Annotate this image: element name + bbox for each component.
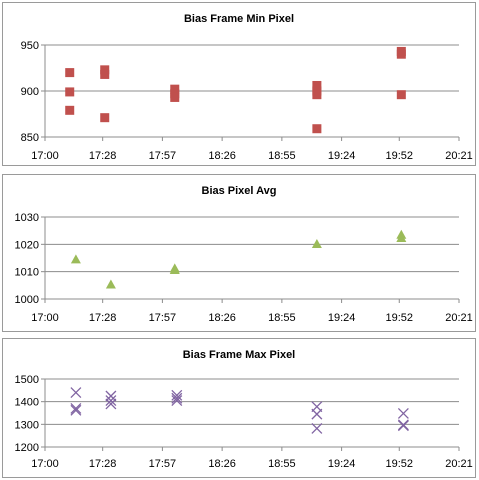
data-point [311,408,323,420]
x-tick-label: 18:55 [268,150,296,162]
x-tick-label: 18:26 [208,150,236,162]
data-point [171,395,183,406]
x-tick-label: 19:52 [386,312,414,324]
x-tick-label: 17:00 [31,312,59,324]
x-tick-label: 17:28 [89,458,117,470]
data-point [70,387,82,399]
y-tick-label: 1020 [15,239,39,251]
data-point [105,279,116,289]
x-tick-label: 17:57 [149,312,177,324]
chart-pixel-avg: Bias Pixel Avg 1000 1010 1020 1030 17:00 17:28… [15,185,473,324]
data-point [105,395,117,406]
x-tick-label: 17:00 [31,458,59,470]
data-point [311,239,322,249]
data-point [70,403,82,414]
y-tick-label: 900 [21,86,39,98]
x-tick-label: 19:24 [328,458,356,470]
data-point [100,65,110,75]
data-point [312,90,322,100]
x-tick-label: 18:55 [268,312,296,324]
x-tick-label: 17:28 [89,150,117,162]
data-point [396,49,406,59]
data-point [312,124,322,134]
data-point [100,113,110,123]
x-tick-label: 20:21 [445,458,473,470]
chart-panel-min-pixel: Bias Frame Min Pixel 850 900 950 17:00 17:28 1… [2,2,476,166]
data-point [396,233,407,243]
data-point [65,87,75,97]
y-tick-label: 1000 [15,294,39,306]
x-tick-label: 17:57 [149,458,177,470]
x-tick-label: 19:24 [328,150,356,162]
x-tick-label: 18:26 [208,458,236,470]
y-tick-label: 850 [21,132,39,144]
chart-min-pixel: Bias Frame Min Pixel 850 900 950 17:00 17:28 1… [21,13,473,162]
chart-title: Bias Pixel Avg [202,185,277,197]
data-point [396,90,406,100]
data-point [100,69,110,79]
chart-title: Bias Frame Max Pixel [183,349,296,361]
x-tick-label: 18:26 [208,312,236,324]
chart-max-pixel: Bias Frame Max Pixel 1200 1300 1400 1500 17:0… [15,349,473,470]
data-point [397,407,409,419]
y-tick-label: 1300 [15,419,39,431]
chart-panel-pixel-avg: Bias Pixel Avg 1000 1010 1020 1030 17:00 17:28… [2,174,476,332]
x-tick-label: 17:00 [31,150,59,162]
data-point [169,265,180,275]
x-tick-label: 18:55 [268,458,296,470]
x-tick-label: 19:24 [328,312,356,324]
x-tick-label: 20:21 [445,312,473,324]
x-tick-label: 17:57 [149,150,177,162]
data-point [171,389,183,401]
x-tick-label: 20:21 [445,150,473,162]
data-point [171,392,183,404]
x-tick-label: 19:52 [386,458,414,470]
chart-panel-max-pixel: Bias Frame Max Pixel 1200 1300 1400 1500 17:0… [2,338,476,478]
data-point [312,80,322,90]
chart-title: Bias Frame Min Pixel [184,13,294,25]
data-point [105,390,117,402]
data-point [397,420,409,432]
data-point [65,105,75,115]
x-tick-label: 17:28 [89,312,117,324]
y-tick-label: 1400 [15,397,39,409]
y-tick-label: 1010 [15,267,39,279]
y-tick-label: 1200 [15,442,39,454]
y-tick-label: 1500 [15,374,39,386]
data-point [170,92,180,102]
data-point [311,422,323,434]
data-point [70,404,82,416]
y-tick-label: 950 [21,40,39,52]
x-tick-label: 19:52 [386,150,414,162]
data-point [65,68,75,78]
data-point [70,254,81,264]
y-tick-label: 1030 [15,212,39,224]
data-point [170,84,180,94]
data-point [105,398,117,410]
